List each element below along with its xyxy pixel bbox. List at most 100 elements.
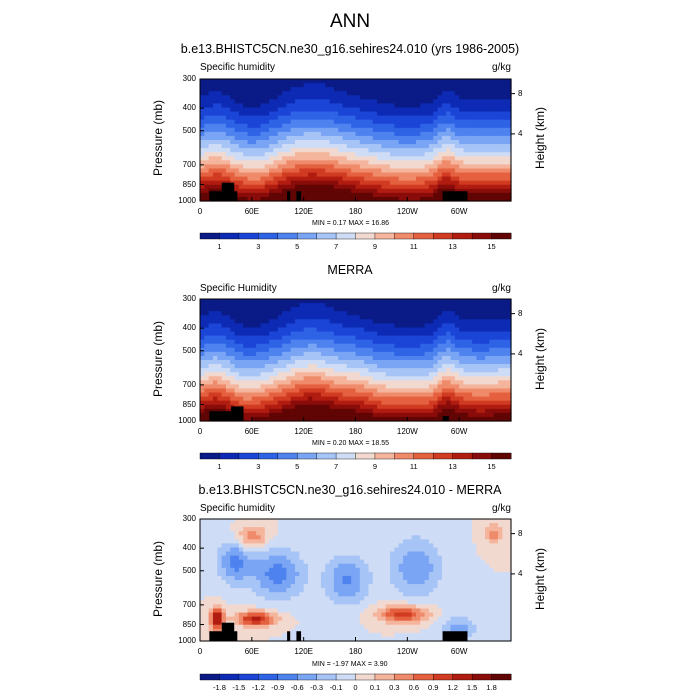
heatmap-cell bbox=[407, 368, 413, 373]
heatmap-cell bbox=[295, 180, 300, 186]
heatmap-cell bbox=[372, 107, 378, 113]
heatmap-cell bbox=[204, 584, 210, 589]
heatmap-cell bbox=[290, 384, 296, 390]
heatmap-cell bbox=[256, 327, 262, 333]
heatmap-cell bbox=[441, 180, 447, 186]
heatmap-cell bbox=[269, 559, 275, 565]
heatmap-cell bbox=[467, 335, 473, 341]
heatmap-cell bbox=[312, 79, 318, 84]
heatmap-cell bbox=[493, 83, 499, 88]
heatmap-cell bbox=[485, 176, 490, 182]
heatmap-cell bbox=[424, 140, 430, 145]
heatmap-cell bbox=[441, 355, 447, 361]
heatmap-cell bbox=[225, 559, 231, 565]
heatmap-cell bbox=[208, 563, 214, 569]
heatmap-cell bbox=[269, 156, 275, 161]
heatmap-cell bbox=[277, 343, 283, 349]
heatmap-cell bbox=[381, 144, 387, 149]
heatmap-cell bbox=[238, 380, 244, 385]
heatmap-cell bbox=[234, 523, 240, 528]
heatmap-cell bbox=[411, 140, 417, 145]
heatmap-cell bbox=[290, 299, 296, 304]
heatmap-cell bbox=[454, 164, 460, 170]
heatmap-cell bbox=[320, 331, 326, 337]
heatmap-cell bbox=[368, 331, 374, 337]
heatmap-cell bbox=[312, 99, 318, 104]
heatmap-cell bbox=[212, 355, 218, 361]
heatmap-cell bbox=[424, 91, 430, 96]
heatmap-cell bbox=[472, 95, 478, 100]
heatmap-cell bbox=[485, 164, 490, 170]
heatmap-cell bbox=[333, 135, 339, 141]
heatmap-cell bbox=[433, 148, 439, 153]
heatmap-cell bbox=[282, 592, 287, 597]
heatmap-cell bbox=[420, 83, 426, 88]
heatmap-cell bbox=[467, 327, 473, 333]
heatmap-cell bbox=[320, 343, 326, 349]
heatmap-cell bbox=[346, 180, 352, 186]
heatmap-cell bbox=[247, 523, 253, 528]
heatmap-cell bbox=[355, 355, 361, 361]
heatmap-cell bbox=[208, 127, 214, 133]
heatmap-cell bbox=[463, 339, 469, 345]
heatmap-cell bbox=[303, 384, 309, 390]
heatmap-cell bbox=[303, 176, 309, 182]
heatmap-cell bbox=[290, 140, 296, 145]
heatmap-cell bbox=[333, 404, 339, 410]
heatmap-cell bbox=[480, 168, 486, 174]
heatmap-cell bbox=[433, 79, 439, 84]
heatmap-cell bbox=[338, 388, 344, 394]
heatmap-cell bbox=[230, 91, 236, 96]
heatmap-cell bbox=[325, 152, 331, 157]
heatmap-cell bbox=[454, 91, 460, 96]
heatmap-cell bbox=[364, 303, 370, 308]
heatmap-cell bbox=[264, 523, 270, 528]
heatmap-cell bbox=[217, 148, 223, 153]
heatmap-cell bbox=[420, 164, 426, 170]
heatmap-cell bbox=[411, 176, 417, 182]
heatmap-cell bbox=[377, 148, 383, 153]
heatmap-cell bbox=[286, 519, 292, 524]
heatmap-cell bbox=[303, 148, 309, 153]
heatmap-cell bbox=[221, 311, 227, 316]
heatmap-cell bbox=[200, 99, 205, 104]
heatmap-cell bbox=[204, 535, 210, 540]
heatmap-cell bbox=[502, 416, 508, 422]
heatmap-cell bbox=[428, 83, 434, 88]
heatmap-cell bbox=[312, 303, 318, 308]
heatmap-cell bbox=[493, 372, 499, 377]
heatmap-cell bbox=[407, 111, 413, 117]
heatmap-cell bbox=[200, 299, 205, 304]
heatmap-cell bbox=[299, 87, 305, 92]
heatmap-cell bbox=[208, 339, 214, 345]
heatmap-cell bbox=[303, 412, 309, 418]
heatmap-cell bbox=[476, 180, 482, 186]
heatmap-cell bbox=[200, 551, 205, 557]
heatmap-cell bbox=[368, 335, 374, 341]
heatmap-cell bbox=[282, 628, 287, 634]
heatmap-cell bbox=[286, 331, 292, 337]
heatmap-cell bbox=[256, 299, 262, 304]
heatmap-cell bbox=[290, 416, 296, 422]
heatmap-cell bbox=[307, 343, 313, 349]
heatmap-cell bbox=[277, 184, 283, 190]
heatmap-cell bbox=[273, 600, 279, 605]
heatmap-cell bbox=[299, 388, 305, 394]
heatmap-cell bbox=[454, 140, 460, 145]
heatmap-cell bbox=[502, 176, 508, 182]
heatmap-cell bbox=[256, 343, 262, 349]
heatmap-cell bbox=[342, 396, 348, 402]
heatmap-cell bbox=[407, 380, 413, 385]
heatmap-cell bbox=[502, 355, 508, 361]
heatmap-cell bbox=[273, 111, 279, 117]
heatmap-cell bbox=[269, 584, 275, 589]
heatmap-cell bbox=[238, 580, 244, 585]
heatmap-cell bbox=[312, 364, 318, 369]
heatmap-cell bbox=[212, 519, 218, 524]
heatmap-cell bbox=[264, 99, 270, 104]
heatmap-cell bbox=[463, 319, 469, 324]
heatmap-cell bbox=[480, 364, 486, 369]
heatmap-cell bbox=[498, 331, 503, 337]
heatmap-cell bbox=[312, 315, 318, 320]
